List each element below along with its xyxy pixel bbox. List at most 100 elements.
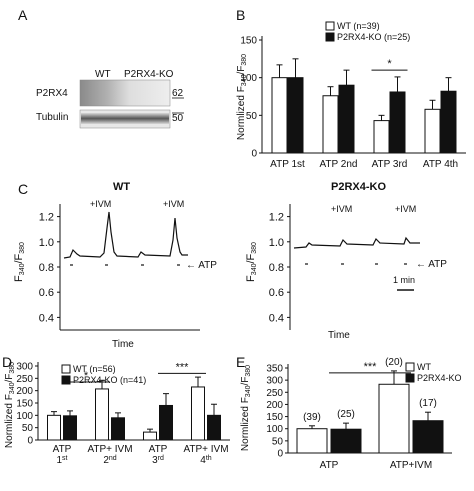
panel-c-ko-ylabel-sub1: 340 bbox=[251, 263, 258, 275]
significance-star: * bbox=[84, 370, 89, 382]
y-tick-label: 1.2 bbox=[269, 212, 284, 224]
y-tick-label: 200 bbox=[16, 386, 33, 397]
y-tick-label: 0.8 bbox=[269, 262, 284, 274]
ordinal-number: 1 bbox=[56, 455, 62, 466]
panel-d-legend: WT (n=56)P2RX4-KO (n=41) bbox=[61, 364, 146, 385]
x-tick-label: ATP bbox=[149, 444, 168, 455]
y-tick-label: 0 bbox=[251, 149, 257, 160]
panel-c-wt-atp-label: ← ATP bbox=[186, 260, 217, 271]
legend-label: WT bbox=[417, 362, 431, 372]
panel-d-letter: D bbox=[2, 354, 12, 370]
x-tick-label: ATP+ IVM bbox=[87, 444, 132, 455]
legend-label: P2RX4-KO (n=25) bbox=[337, 32, 410, 42]
x-tick-label: ATP+ IVM bbox=[183, 444, 228, 455]
panel-e-bars: (39) (25) (20) (17) bbox=[296, 357, 444, 454]
y-tick-label: 0.4 bbox=[269, 312, 284, 324]
y-tick-label: 0.6 bbox=[39, 287, 54, 299]
panel-c-ko-atp-text: ATP bbox=[428, 259, 447, 270]
y-tick-label: 200 bbox=[266, 400, 283, 411]
y-tick-label: 0.8 bbox=[39, 262, 54, 274]
bar bbox=[95, 388, 109, 441]
y-tick-label: 100 bbox=[16, 411, 33, 422]
tubulin-band bbox=[81, 113, 169, 124]
lane-label-ko: P2RX4-KO bbox=[124, 69, 174, 80]
bar bbox=[271, 77, 288, 154]
panel-c-ko-ylabel-sub2: 380 bbox=[251, 242, 258, 254]
bar bbox=[322, 95, 339, 154]
y-tick-label: 0 bbox=[27, 436, 33, 447]
panel-c-ko-xlabel: Time bbox=[328, 330, 350, 341]
bar bbox=[159, 404, 173, 441]
y-tick-label: 50 bbox=[22, 423, 34, 434]
panel-c-ko-ylabel: F340/F380 bbox=[245, 242, 258, 282]
panel-e-letter: E bbox=[236, 354, 245, 370]
ordinal-suffix: rd bbox=[158, 455, 164, 462]
panel-c-ko-axes: 1.2 1.0 0.8 0.6 0.4 Time F340/F380 +IVM +IVM… bbox=[245, 204, 447, 341]
panel-c-ko-ivm-label-1: +IVM bbox=[331, 204, 352, 214]
legend-label: P2RX4-KO bbox=[417, 373, 462, 383]
y-tick-label: 100 bbox=[240, 73, 257, 84]
panel-c-ko-yticks: 1.2 1.0 0.8 0.6 0.4 bbox=[269, 212, 290, 324]
x-tick-label: ATP 4th bbox=[423, 159, 458, 170]
panel-b: B 0 50 100 150 ATP 1st ATP 2nd ATP 3rd ATP 4th… bbox=[236, 7, 466, 170]
legend-swatch bbox=[61, 375, 71, 385]
y-tick-label: 1.0 bbox=[39, 237, 54, 249]
bar bbox=[143, 431, 157, 441]
x-tick-ordinal: 1st bbox=[56, 455, 67, 466]
panel-d-ylabel-slash: /F bbox=[4, 374, 15, 383]
panel-b-ylabel-slash: /F bbox=[236, 66, 247, 75]
panel-c-wt-ivm-label-1: +IVM bbox=[90, 199, 111, 209]
y-tick-label: 50 bbox=[246, 111, 258, 122]
legend-swatch bbox=[405, 362, 415, 372]
bar bbox=[191, 386, 205, 441]
n-label: (25) bbox=[337, 409, 355, 420]
panel-c-wt-atp-text: ATP bbox=[198, 260, 217, 271]
panel-d-ylabel-sub1: 340 bbox=[9, 382, 16, 394]
mw-marker-50: 50 bbox=[172, 113, 184, 124]
panel-c: C WT P2RX4-KO 1.21.00.80.60.4 Time F340/… bbox=[13, 181, 447, 350]
panel-c-ko-atp-label: ← ATP bbox=[416, 259, 447, 270]
lane-label-wt: WT bbox=[95, 69, 111, 80]
x-tick-ordinal: 4th bbox=[200, 455, 212, 466]
panel-c-wt-xlabel: Time bbox=[112, 339, 134, 350]
ordinal-number: 2 bbox=[103, 455, 109, 466]
significance-star: *** bbox=[176, 361, 190, 373]
panel-c-ko-title: P2RX4-KO bbox=[331, 181, 386, 193]
ordinal-number: 3 bbox=[152, 455, 158, 466]
panel-c-letter: C bbox=[18, 181, 28, 197]
legend-swatch bbox=[61, 364, 71, 374]
legend-swatch bbox=[325, 32, 335, 42]
n-label: (17) bbox=[419, 398, 437, 409]
y-tick-label: 300 bbox=[266, 376, 283, 387]
bar bbox=[338, 84, 355, 154]
legend-swatch bbox=[325, 21, 335, 31]
significance-star: *** bbox=[364, 361, 378, 373]
y-tick-label: 350 bbox=[266, 364, 283, 375]
legend-label: WT (n=39) bbox=[337, 21, 380, 31]
blot-p2rx4 bbox=[79, 79, 171, 107]
y-tick-label: 0.4 bbox=[39, 312, 54, 324]
panel-d-ylabel-sub2: 380 bbox=[9, 362, 16, 374]
panel-c-wt-axes: 1.2 1.0 0.8 0.6 0.4 Time F340/F380 +IVM +IVM… bbox=[13, 199, 217, 350]
bar bbox=[296, 428, 328, 454]
bar bbox=[389, 91, 406, 154]
x-tick-label: ATP 2nd bbox=[320, 159, 358, 170]
bar bbox=[378, 383, 410, 454]
panel-e-significance: *** bbox=[329, 361, 411, 374]
panel-b-ylabel-sub1: 340 bbox=[241, 74, 248, 86]
row-label-tubulin: Tubulin bbox=[36, 112, 68, 123]
y-tick-label: 1.2 bbox=[39, 212, 54, 224]
bar bbox=[47, 414, 61, 441]
x-tick-label: ATP+IVM bbox=[390, 460, 432, 471]
bar bbox=[440, 90, 457, 154]
x-tick-ordinal: 2nd bbox=[103, 455, 116, 466]
legend-label: WT (n=56) bbox=[73, 364, 116, 374]
ordinal-suffix: nd bbox=[109, 455, 117, 462]
significance-star: * bbox=[387, 58, 392, 70]
y-tick-label: 1.0 bbox=[269, 237, 284, 249]
panel-b-bars bbox=[271, 58, 457, 154]
panel-c-ko-ylabel-slash: /F bbox=[245, 253, 257, 263]
